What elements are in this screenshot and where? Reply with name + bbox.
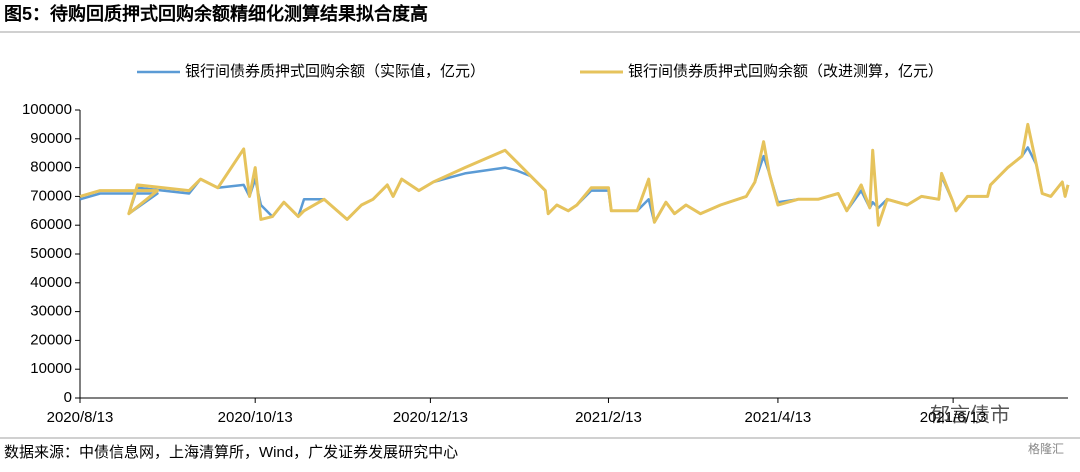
series-line: [79, 146, 1070, 224]
y-tick-label: 30000: [30, 303, 72, 320]
x-tick-label: 2021/2/13: [575, 409, 642, 426]
x-tick-label: 2020/12/13: [393, 409, 468, 426]
legend-label: 银行间债券质押式回购余额（改进测算，亿元）: [628, 62, 943, 80]
y-tick-label: 60000: [30, 216, 72, 233]
legend-label: 银行间债券质押式回购余额（实际值，亿元）: [185, 62, 485, 80]
series-line: [79, 122, 1070, 227]
y-tick-label: 0: [64, 389, 72, 406]
y-tick-label: 10000: [30, 360, 72, 377]
y-tick-label: 40000: [30, 274, 72, 291]
y-tick-label: 50000: [30, 245, 72, 262]
x-tick-label: 2021/4/13: [745, 409, 812, 426]
y-tick-label: 80000: [30, 159, 72, 176]
chart-title: 图5：待购回质押式回购余额精细化测算结果拟合度高: [4, 3, 428, 24]
y-tick-label: 100000: [22, 101, 72, 118]
y-tick-label: 70000: [30, 187, 72, 204]
x-tick-label: 2021/6/13: [920, 409, 987, 426]
watermark: 郁言债市: [930, 403, 1010, 426]
y-tick-label: 20000: [30, 331, 72, 348]
x-tick-label: 2020/8/13: [47, 409, 114, 426]
x-tick-label: 2020/10/13: [218, 409, 293, 426]
watermark: 格隆汇: [1028, 441, 1064, 456]
y-tick-label: 90000: [30, 130, 72, 147]
source: 数据来源：中债信息网，上海清算所，Wind，广发证券发展研究中心: [4, 443, 458, 461]
